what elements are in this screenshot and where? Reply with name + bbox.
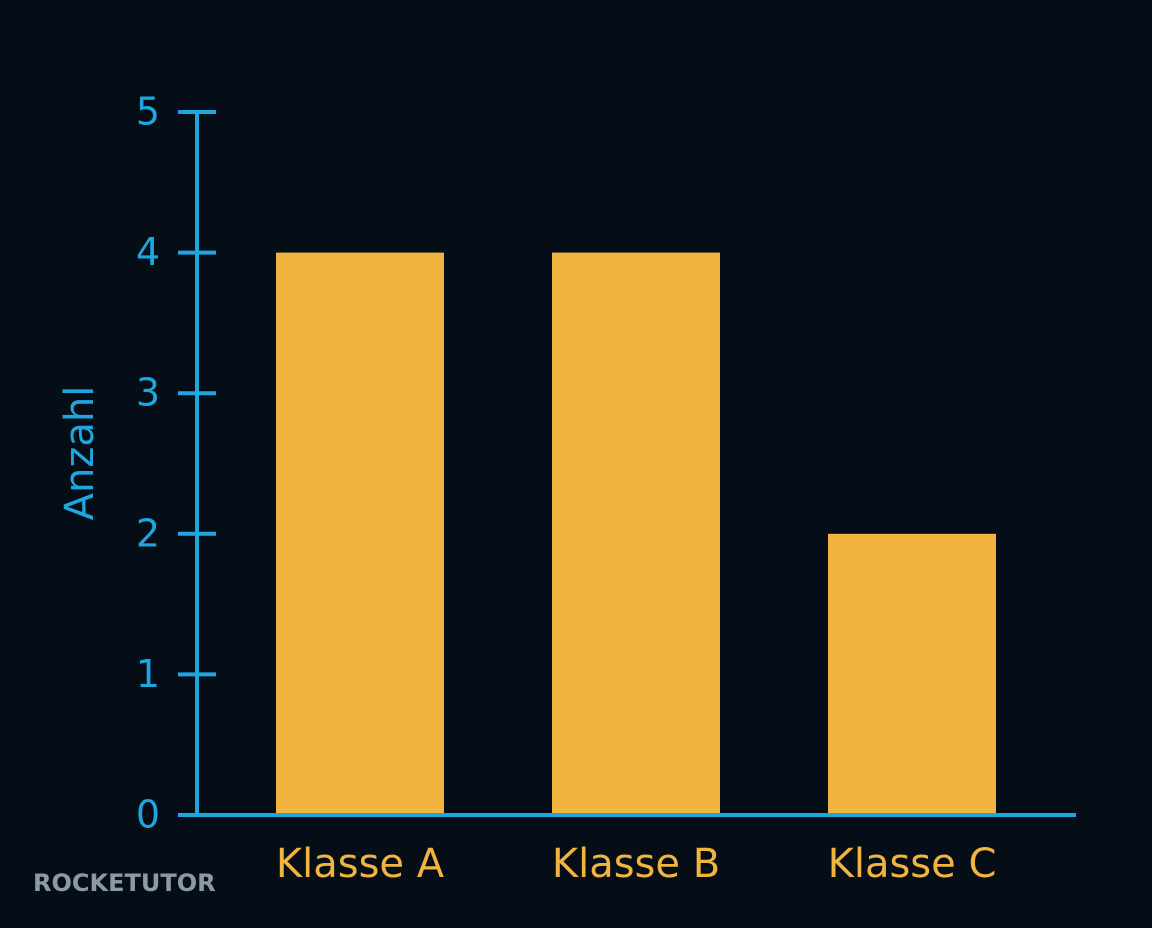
y-tick-label: 1 (136, 652, 160, 696)
y-tick-label: 3 (136, 371, 160, 415)
y-tick-label: 5 (136, 90, 160, 134)
y-axis-label: Anzahl (57, 386, 103, 521)
bar (552, 252, 720, 816)
x-tick-label: Klasse C (828, 841, 997, 887)
y-tick-label: 2 (136, 511, 160, 555)
x-tick-label: Klasse B (552, 841, 720, 887)
bar (828, 533, 996, 815)
watermark: ROCKETUTOR (33, 869, 216, 897)
y-tick-label: 0 (136, 793, 160, 837)
bar (276, 252, 444, 816)
x-tick-label: Klasse A (276, 841, 445, 887)
y-tick-label: 4 (136, 230, 160, 274)
